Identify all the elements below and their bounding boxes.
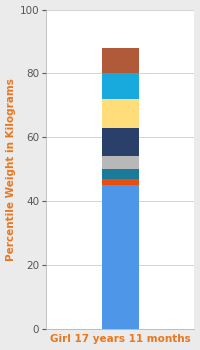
Bar bbox=[102, 156, 139, 169]
Bar bbox=[102, 99, 139, 128]
Y-axis label: Percentile Weight in Kilograms: Percentile Weight in Kilograms bbox=[6, 78, 16, 261]
Bar bbox=[102, 169, 139, 179]
Bar bbox=[102, 74, 139, 99]
Bar bbox=[102, 179, 139, 185]
Bar bbox=[102, 48, 139, 74]
Bar bbox=[102, 128, 139, 156]
Bar bbox=[102, 185, 139, 329]
